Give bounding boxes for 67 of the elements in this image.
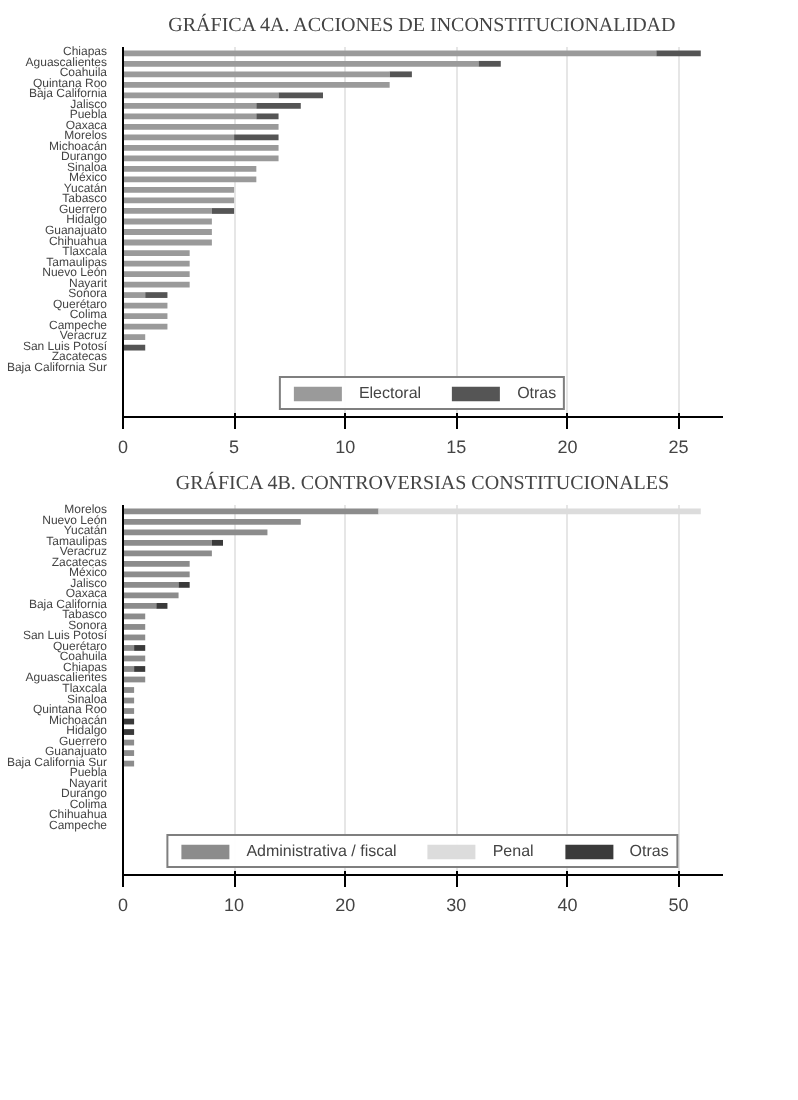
bar [123, 518, 301, 525]
x-tick-label: 20 [557, 437, 578, 457]
legend-label: Otras [517, 384, 558, 402]
bar [123, 313, 168, 319]
bar [123, 124, 279, 130]
bar [123, 708, 135, 714]
bar [123, 529, 268, 536]
chart-title: GRÁFICA 4A. ACCIONES DE INCONSTITUCIONALIDAD [168, 13, 676, 37]
x-tick-label: 5 [229, 437, 240, 457]
bar [123, 582, 179, 588]
bar [123, 102, 257, 109]
x-tick-label: 0 [117, 895, 129, 915]
bar [123, 334, 146, 340]
bar [123, 645, 135, 651]
x-tick-label: 30 [446, 895, 467, 915]
bar [123, 508, 379, 515]
bar [256, 113, 279, 120]
bar [123, 750, 135, 756]
bar [123, 687, 135, 693]
legend-label: Penal [492, 842, 534, 860]
bar [211, 539, 223, 546]
x-tick-label: 20 [335, 895, 356, 915]
bar [211, 208, 235, 214]
bar [123, 187, 235, 193]
chart-title: GRÁFICA 4B. CONTROVERSIAS CONSTITUCIONALES [175, 471, 670, 495]
bar [256, 102, 301, 109]
bar [123, 344, 146, 351]
bar [145, 292, 168, 298]
x-tick-label: 15 [446, 437, 467, 457]
bar [123, 92, 279, 99]
bar [389, 71, 412, 78]
x-tick-label: 25 [668, 437, 689, 457]
bar [278, 92, 323, 99]
bar [123, 145, 279, 151]
bar [123, 71, 390, 78]
x-tick-label: 50 [668, 895, 689, 915]
bar [123, 624, 146, 630]
bar [178, 582, 190, 588]
bar [123, 603, 157, 609]
bar [123, 81, 390, 88]
bar [123, 550, 212, 557]
legend-label: Otras [629, 842, 670, 860]
bar [123, 271, 190, 277]
bar [123, 729, 135, 735]
bar [123, 539, 212, 546]
bar [134, 666, 146, 672]
x-tick-label: 0 [117, 437, 129, 457]
bar [134, 645, 146, 651]
x-tick-label: 10 [335, 437, 356, 457]
bar [123, 113, 257, 120]
x-tick-label: 10 [224, 895, 245, 915]
bar [123, 292, 146, 298]
bar [123, 166, 257, 172]
bar [123, 560, 190, 567]
bar [156, 603, 168, 609]
bar [123, 229, 212, 235]
legend-label: Administrativa / fiscal [246, 842, 397, 860]
bar [123, 666, 135, 672]
x-tick-label: 40 [557, 895, 578, 915]
bar [123, 250, 190, 256]
bar [478, 60, 501, 67]
bar [123, 60, 479, 67]
bar [123, 50, 657, 57]
bar [123, 208, 212, 214]
bar [123, 571, 190, 578]
bar [656, 50, 701, 57]
legend-label: Electoral [358, 384, 422, 402]
